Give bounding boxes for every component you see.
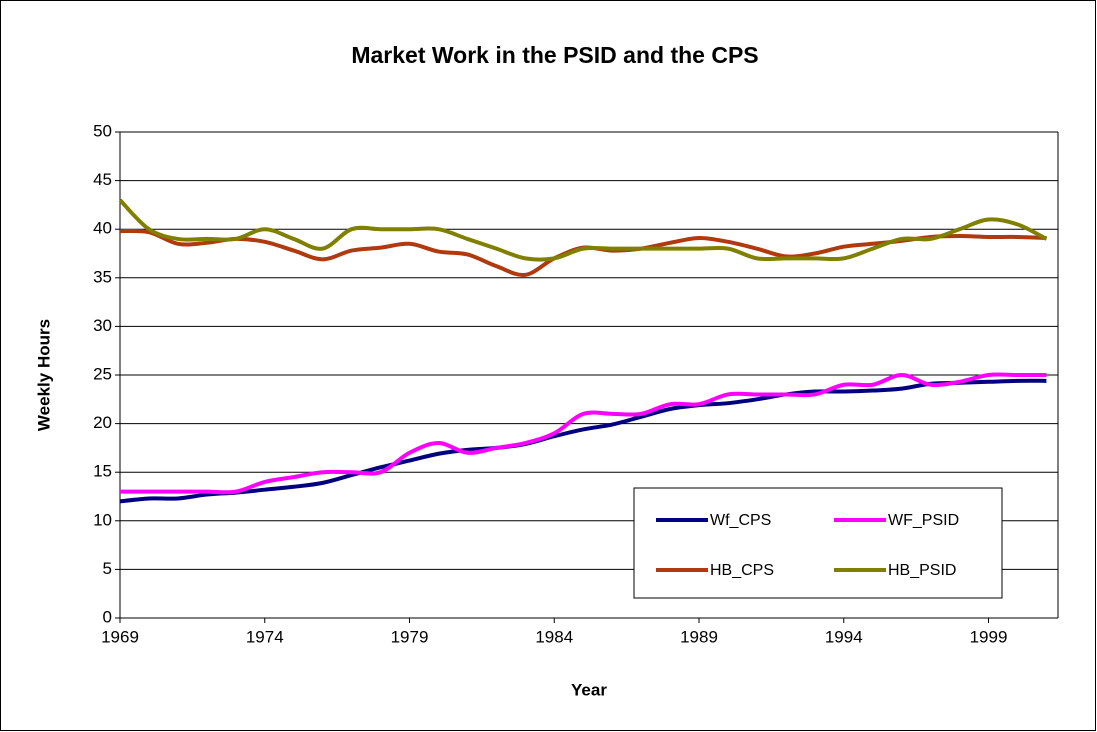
y-tick-label: 35 (93, 267, 112, 286)
x-tick-label: 1974 (246, 627, 284, 646)
y-tick-label: 0 (103, 607, 112, 626)
y-tick-label: 10 (93, 510, 112, 529)
legend-label: HB_PSID (888, 562, 956, 579)
x-tick-label: 1984 (535, 627, 573, 646)
series-line (119, 378, 1047, 504)
legend-label: Wf_CPS (710, 512, 771, 529)
x-tick-label: 1994 (825, 627, 863, 646)
y-tick-label: 30 (93, 316, 112, 335)
x-tick-label: 1999 (970, 627, 1008, 646)
y-tick-label: 45 (93, 170, 112, 189)
series-line (120, 372, 1047, 495)
y-tick-label: 5 (103, 559, 112, 578)
series-line (118, 198, 1048, 262)
x-tick-label: 1979 (391, 627, 429, 646)
y-tick-label: 15 (93, 462, 112, 481)
y-tick-label: 20 (93, 413, 112, 432)
legend-label: WF_PSID (888, 512, 959, 529)
chart-title: Market Work in the PSID and the CPS (351, 42, 758, 68)
x-tick-label: 1989 (680, 627, 718, 646)
y-tick-label: 50 (93, 121, 112, 140)
legend-label: HB_CPS (710, 562, 774, 579)
x-tick-label: 1969 (101, 627, 139, 646)
y-axis-label: Weekly Hours (34, 319, 53, 431)
x-axis-label: Year (571, 680, 607, 699)
y-tick-label: 40 (93, 219, 112, 238)
y-tick-label: 25 (93, 364, 112, 383)
legend-box (633, 487, 1003, 599)
